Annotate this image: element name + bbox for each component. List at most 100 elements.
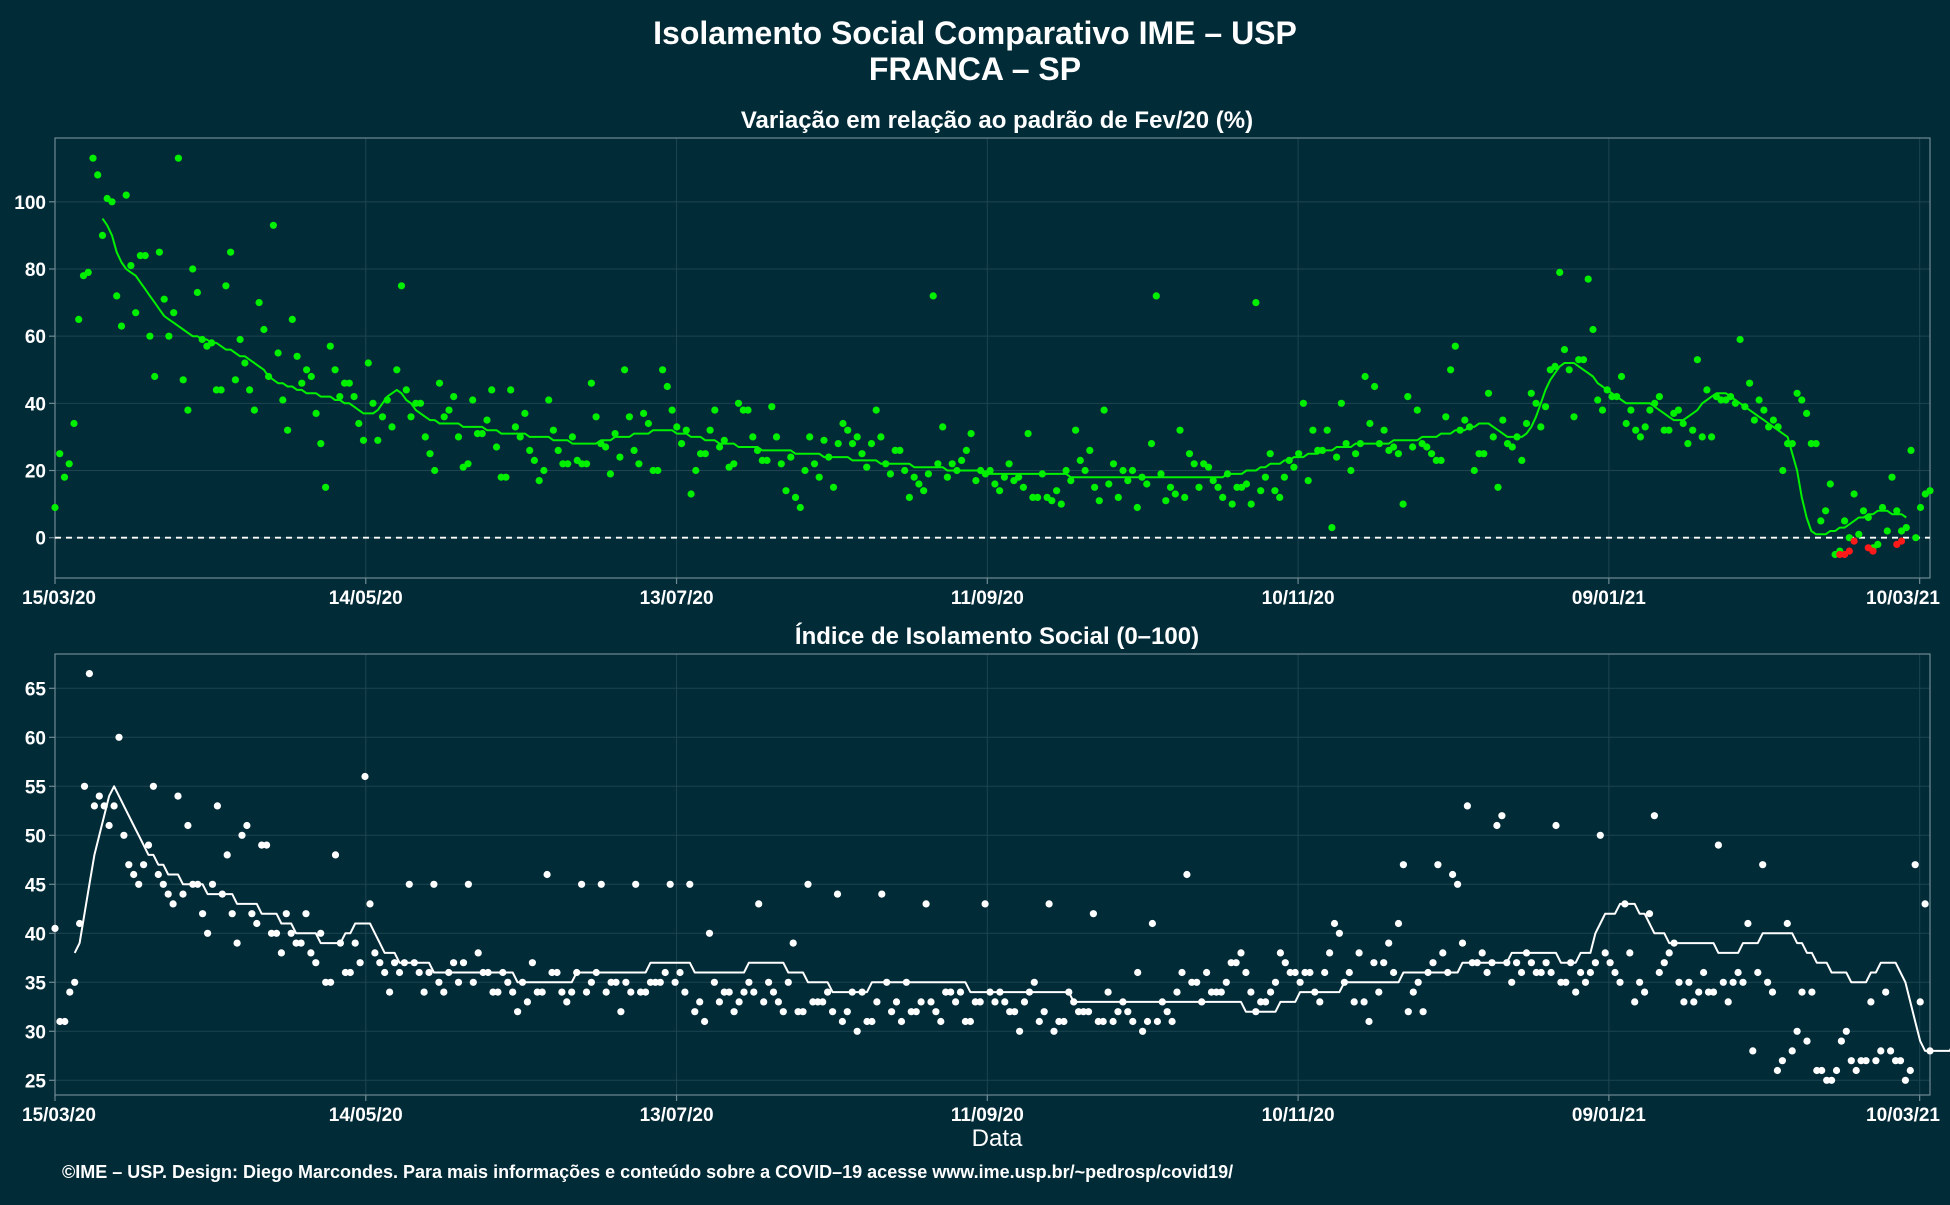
series-0-point [597, 880, 605, 888]
series-0-point [996, 487, 1004, 495]
series-0-point [132, 309, 140, 317]
series-0-point [1912, 534, 1920, 542]
series-0-point [1409, 443, 1417, 451]
series-0-point [952, 998, 960, 1006]
series-0-point [1148, 919, 1156, 928]
series-0-point [388, 423, 396, 431]
series-0-point [1099, 1017, 1107, 1026]
series-0-point [858, 450, 866, 458]
series-0-point [369, 399, 377, 407]
series-0-point [317, 440, 325, 448]
series-0-point [1365, 1017, 1373, 1026]
series-0-point [1480, 450, 1488, 458]
series-0-point [1267, 988, 1275, 996]
series-0-point [635, 460, 643, 468]
series-0-point [1304, 477, 1312, 485]
series-0-point [1527, 389, 1535, 397]
series-0-point [1601, 949, 1609, 957]
series-0-point [829, 483, 838, 491]
series-0-point [682, 426, 690, 434]
series-0-point [587, 978, 596, 986]
series-0-point [701, 450, 709, 458]
series-0-point [1632, 426, 1640, 434]
series-0-point [1508, 443, 1516, 451]
series-0-point [611, 430, 619, 438]
series-0-point [915, 480, 923, 488]
series-0-point [228, 910, 236, 918]
series-0-point [538, 988, 546, 996]
series-0-point [356, 959, 364, 967]
series-0-point [1053, 487, 1061, 495]
series-0-point [897, 1017, 906, 1026]
series-0-point [51, 503, 59, 512]
series-0-point [1907, 446, 1915, 454]
series-0-point [279, 396, 287, 404]
series-0-point [366, 900, 374, 908]
y-tick-label: 100 [14, 193, 46, 214]
series-0-point [514, 1008, 522, 1016]
series-0-point [892, 998, 901, 1006]
series-0-point [1048, 497, 1056, 505]
series-0-point [1060, 1017, 1068, 1026]
series-0-point [868, 1017, 876, 1026]
series-0-point [189, 265, 197, 273]
series-0-point [1739, 978, 1747, 986]
series-0-point [391, 959, 399, 967]
series-0-point [1655, 393, 1663, 401]
series-0-point [1769, 416, 1777, 424]
main-subtitle: FRANCA – SP [869, 51, 1081, 87]
series-0-point [1030, 978, 1038, 986]
series-0-point [1072, 426, 1080, 434]
series-0-point [1001, 998, 1009, 1006]
series-0-point [1050, 1027, 1058, 1035]
y-tick-label: 80 [25, 260, 46, 281]
series-1-point [1897, 537, 1906, 545]
series-0-point [711, 406, 719, 414]
series-0-point [120, 831, 128, 839]
series-0-point [568, 433, 577, 441]
series-0-point [1134, 968, 1142, 977]
series-1-point [1845, 547, 1853, 555]
series-0-point [1181, 493, 1189, 501]
series-0-point [56, 450, 64, 458]
series-0-point [260, 325, 268, 334]
series-0-point [1147, 440, 1156, 448]
y-tick-label: 20 [25, 462, 46, 483]
series-1-point [1850, 537, 1858, 545]
series-0-point [686, 880, 694, 888]
series-0-point [1335, 929, 1343, 937]
panel-index: 25 30 35 40 45 50 55 60 65 15/03/20 14/05/20 13/07/… [22, 653, 1950, 1126]
series-0-point [351, 939, 359, 947]
series-0-point [1291, 968, 1299, 977]
series-0-point [1035, 1017, 1043, 1026]
series-0-point [405, 880, 413, 888]
series-0-point [272, 929, 281, 937]
series-0-point [1596, 831, 1604, 839]
series-0-point [602, 443, 610, 451]
series-0-point [1434, 861, 1442, 869]
series-0-point [1247, 988, 1255, 996]
series-0-point [302, 910, 310, 918]
series-0-point [1290, 463, 1298, 471]
series-0-point [1709, 988, 1718, 996]
series-0-point [687, 490, 695, 498]
series-0-point [1076, 456, 1084, 464]
series-0-point [1572, 988, 1580, 996]
series-0-point [1109, 1017, 1117, 1026]
series-0-point [1143, 1017, 1152, 1026]
series-0-point [548, 968, 556, 977]
series-0-point [1247, 500, 1255, 508]
series-0-point [1650, 812, 1658, 820]
series-0-point [61, 1017, 69, 1026]
series-0-point [1882, 988, 1890, 996]
series-0-point [1690, 998, 1698, 1006]
series-0-point [528, 959, 537, 967]
series-0-point [929, 292, 937, 300]
series-0-point [1684, 440, 1692, 448]
series-0-point [1817, 517, 1825, 525]
series-0-point [1832, 1066, 1841, 1075]
series-0-point [1499, 416, 1507, 424]
series-0-point [789, 939, 797, 947]
series-0-point [768, 403, 776, 411]
series-0-point [1195, 483, 1203, 491]
